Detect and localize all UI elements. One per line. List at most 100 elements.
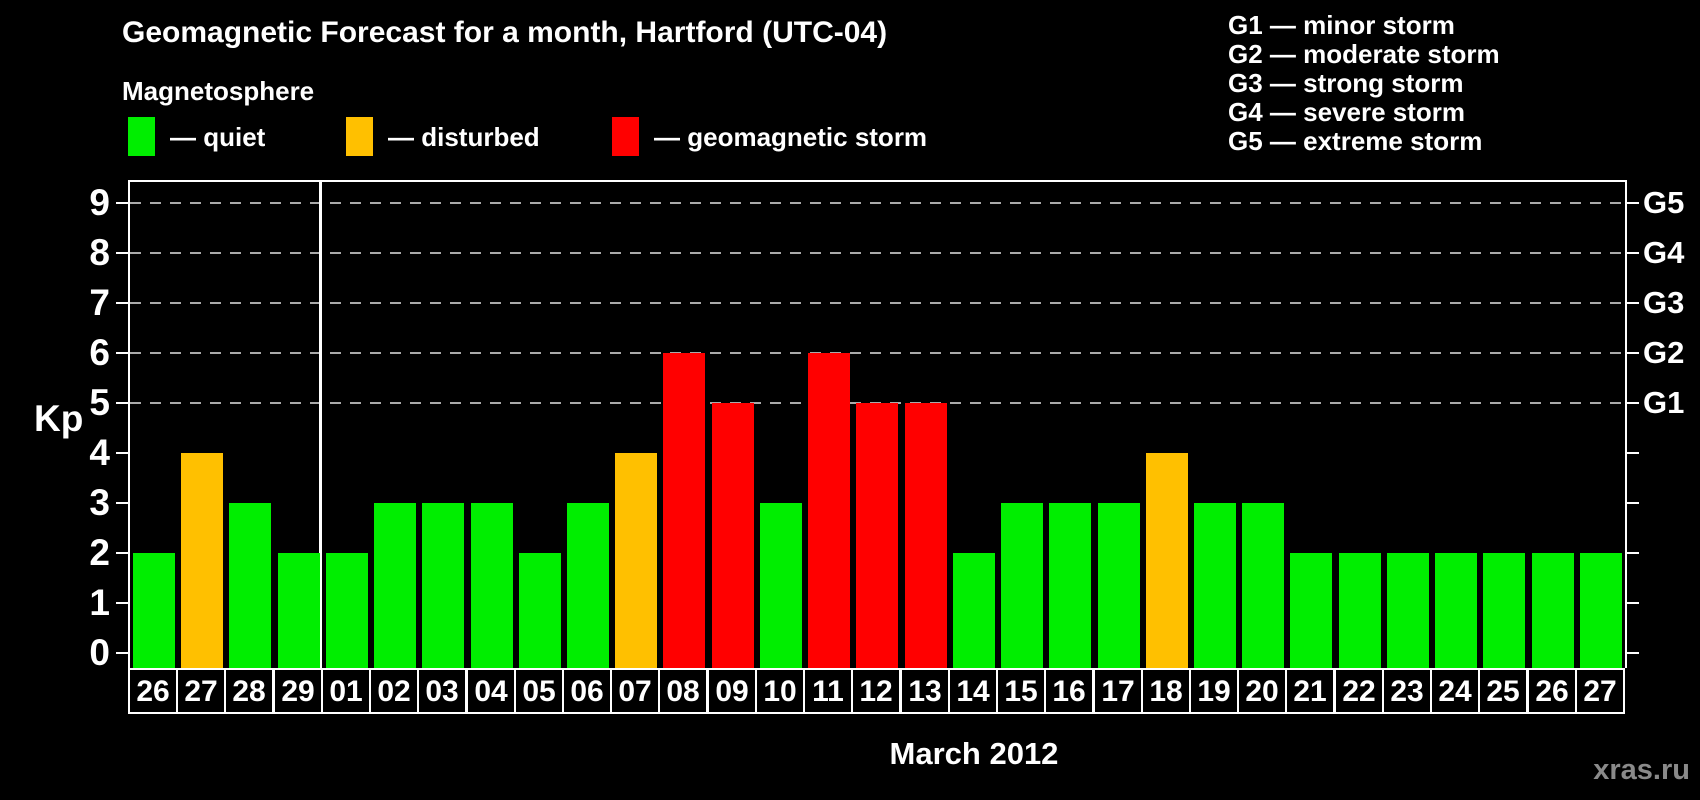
x-axis-day-label: 14: [948, 668, 998, 714]
x-axis-day-label: 02: [369, 668, 419, 714]
plot-area: [128, 180, 1627, 668]
y-axis-tick-label-7: 7: [89, 282, 110, 323]
g-scale-item-g1: G1 — minor storm: [1228, 10, 1455, 40]
x-axis-day-label: 24: [1430, 668, 1480, 714]
g-scale-item-g4: G4 — severe storm: [1228, 97, 1466, 127]
kp-bar-day-21: [1290, 553, 1332, 668]
x-axis-day-label: 25: [1478, 668, 1528, 714]
kp-bar-day-14: [953, 553, 995, 668]
legend-label-disturbed: — disturbed: [388, 122, 540, 152]
y-axis-tick-label-9: 9: [89, 182, 110, 223]
y-axis-tick-label-4: 4: [89, 432, 110, 473]
x-axis-day-label: 19: [1189, 668, 1239, 714]
magnetosphere-label: Magnetosphere: [122, 76, 315, 106]
x-axis-day-label: 27: [176, 668, 226, 714]
kp-bar-day-09: [712, 403, 754, 668]
y-tick-left: [116, 402, 130, 404]
x-axis-day-label: 11: [803, 668, 853, 714]
x-axis-day-label: 26: [128, 668, 178, 714]
kp-bar-day-22: [1339, 553, 1381, 668]
y-tick-right: [1625, 252, 1639, 254]
y-axis-tick-label-0: 0: [89, 632, 110, 673]
x-axis-day-label: 26: [1527, 668, 1577, 714]
kp-bar-day-23: [1387, 553, 1429, 668]
x-axis-day-label: 10: [755, 668, 805, 714]
legend-label-storm: — geomagnetic storm: [654, 122, 928, 152]
y-tick-left: [116, 602, 130, 604]
kp-bar-day-02: [374, 503, 416, 668]
kp-bar-day-27: [181, 453, 223, 668]
x-axis-day-label: 08: [658, 668, 708, 714]
watermark: xras.ru: [1593, 754, 1690, 786]
x-axis-day-label: 27: [1575, 668, 1625, 714]
x-axis-day-label: 20: [1237, 668, 1287, 714]
g-scale-legend: G1 — minor storm G2 — moderate storm G3 …: [1228, 11, 1500, 156]
x-axis-day-label: 15: [996, 668, 1046, 714]
kp-bar-day-17: [1098, 503, 1140, 668]
y-tick-right: [1625, 202, 1639, 204]
y-tick-right: [1625, 402, 1639, 404]
kp-bar-day-26: [133, 553, 175, 668]
x-axis-day-label: 13: [900, 668, 950, 714]
g-axis-label-G1: G1: [1643, 385, 1685, 420]
y-axis-tick-label-3: 3: [89, 482, 110, 523]
y-tick-left: [116, 502, 130, 504]
kp-bar-day-28: [229, 503, 271, 668]
x-axis-day-label: 05: [514, 668, 564, 714]
y-tick-right: [1625, 552, 1639, 554]
x-axis-day-label: 06: [562, 668, 612, 714]
y-tick-left: [116, 252, 130, 254]
x-axis-day-label: 04: [466, 668, 516, 714]
y-tick-left: [116, 552, 130, 554]
x-axis-day-label: 29: [273, 668, 323, 714]
x-axis-day-label: 28: [224, 668, 274, 714]
g-axis-label-G2: G2: [1643, 335, 1685, 370]
month-label: March 2012: [889, 736, 1059, 771]
legend-swatch-disturbed: [346, 117, 373, 156]
chart-title: Geomagnetic Forecast for a month, Hartfo…: [122, 16, 888, 49]
g-scale-item-g5: G5 — extreme storm: [1228, 126, 1483, 156]
y-tick-left: [116, 202, 130, 204]
g-axis-label-G5: G5: [1643, 185, 1685, 220]
x-axis-day-label: 21: [1285, 668, 1335, 714]
x-axis-day-label: 23: [1382, 668, 1432, 714]
y-tick-left: [116, 652, 130, 654]
g-axis-label-G3: G3: [1643, 285, 1685, 320]
x-axis-day-label: 09: [707, 668, 757, 714]
y-tick-right: [1625, 302, 1639, 304]
kp-bar-day-01: [326, 553, 368, 668]
kp-bar-day-03: [422, 503, 464, 668]
kp-bar-day-10: [760, 503, 802, 668]
y-tick-left: [116, 302, 130, 304]
g-axis-label-G4: G4: [1643, 235, 1685, 270]
legend-swatch-storm: [612, 117, 639, 156]
month-separator-line: [319, 182, 322, 668]
kp-bar-day-19: [1194, 503, 1236, 668]
kp-bar-day-16: [1049, 503, 1091, 668]
kp-bar-day-08: [663, 353, 705, 668]
kp-bar-day-07: [615, 453, 657, 668]
x-axis-day-label: 03: [417, 668, 467, 714]
x-axis-day-label: 01: [321, 668, 371, 714]
x-axis-day-label: 17: [1093, 668, 1143, 714]
kp-bar-day-29: [278, 553, 320, 668]
legend-swatch-quiet: [128, 117, 155, 156]
legend-label-quiet: — quiet: [170, 122, 266, 152]
g-scale-item-g2: G2 — moderate storm: [1228, 39, 1500, 69]
g-level-gridline-kp6: [130, 352, 1625, 354]
kp-bar-day-15: [1001, 503, 1043, 668]
kp-bar-day-11: [808, 353, 850, 668]
kp-bar-day-13: [905, 403, 947, 668]
kp-bar-day-24: [1435, 553, 1477, 668]
g-level-gridline-kp9: [130, 202, 1625, 204]
y-axis-tick-label-8: 8: [89, 232, 110, 273]
g-scale-item-g3: G3 — strong storm: [1228, 68, 1464, 98]
g-level-gridline-kp8: [130, 252, 1625, 254]
y-axis-tick-label-6: 6: [89, 332, 110, 373]
y-tick-left: [116, 452, 130, 454]
x-axis-day-label: 18: [1141, 668, 1191, 714]
kp-bar-day-25: [1483, 553, 1525, 668]
y-axis-tick-label-1: 1: [89, 582, 110, 623]
kp-bar-day-27: [1580, 553, 1622, 668]
